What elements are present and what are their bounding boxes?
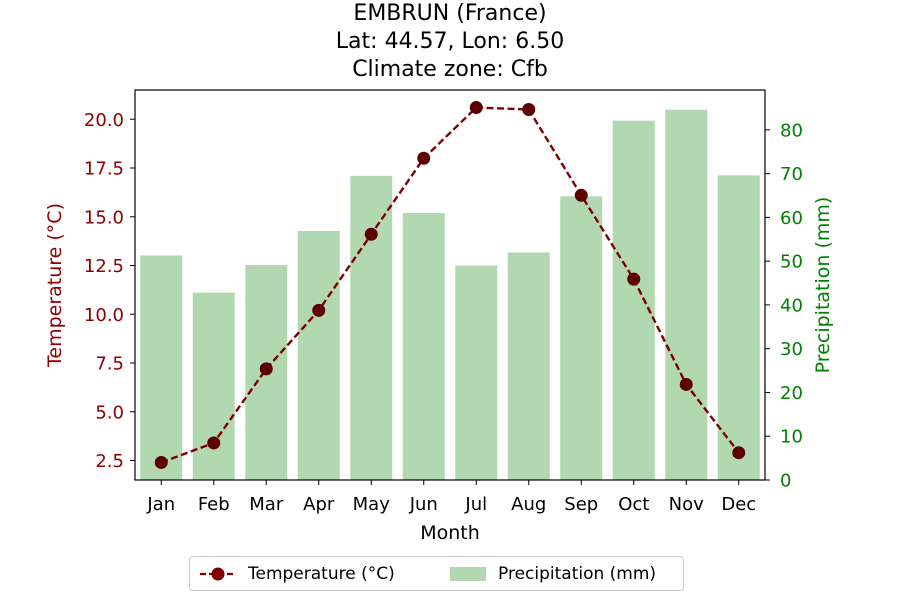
precipitation-bar-nov — [665, 109, 708, 481]
title-line-1: EMBRUN (France) — [353, 1, 547, 26]
x-tick-label-aug: Aug — [511, 494, 546, 515]
right-tick-label: 30 — [780, 339, 803, 360]
x-tick-label-may: May — [353, 494, 391, 515]
left-tick-label: 2.5 — [95, 451, 124, 472]
x-tick-label-sep: Sep — [564, 494, 598, 515]
title-line-2: Lat: 44.57, Lon: 6.50 — [335, 29, 565, 54]
left-tick-label: 12.5 — [84, 256, 124, 277]
x-tick-label-nov: Nov — [669, 494, 704, 515]
right-tick-label: 70 — [780, 164, 803, 185]
right-tick-label: 10 — [780, 427, 803, 448]
x-axis-label: Month — [420, 522, 480, 544]
precipitation-bar-jan — [140, 255, 183, 480]
plot-frame — [134, 89, 766, 481]
left-tick-label: 15.0 — [84, 207, 124, 228]
legend-label-temperature: Temperature (°C) — [248, 563, 395, 584]
precipitation-bar-may — [350, 175, 393, 480]
legend: Temperature (°C) Precipitation (mm) — [189, 556, 684, 591]
x-tick-label-apr: Apr — [303, 494, 335, 515]
left-axis-label: Temperature (°C) — [44, 203, 66, 368]
precipitation-bar-oct — [612, 120, 655, 480]
right-tick-label: 0 — [780, 471, 791, 492]
left-tick-label: 20.0 — [84, 110, 124, 131]
left-tick-label: 17.5 — [84, 159, 124, 180]
precipitation-bars — [140, 109, 760, 481]
x-tick-label-feb: Feb — [198, 494, 230, 515]
precipitation-bar-sep — [560, 196, 603, 480]
precipitation-bar-jul — [455, 265, 498, 480]
temperature-point-sep — [574, 188, 588, 202]
precipitation-bar-dec — [717, 175, 760, 481]
right-tick-label: 80 — [780, 120, 803, 141]
temperature-point-aug — [522, 103, 536, 116]
temperature-point-may — [364, 227, 378, 241]
precipitation-bar-apr — [297, 230, 340, 480]
chart-title: EMBRUN (France) Lat: 44.57, Lon: 6.50 Cl… — [0, 0, 900, 84]
legend-label-precipitation: Precipitation (mm) — [498, 563, 657, 584]
temperature-point-apr — [312, 303, 326, 317]
temperature-series-line — [160, 106, 740, 464]
precipitation-bar-swatch-icon — [450, 567, 486, 581]
x-tick-label-jul: Jul — [464, 494, 487, 515]
right-tick-label: 60 — [780, 208, 803, 229]
precipitation-bar-aug — [507, 252, 550, 480]
legend-item-temperature: Temperature (°C) — [198, 557, 395, 590]
x-tick-label-dec: Dec — [721, 494, 756, 515]
right-tick-label: 20 — [780, 383, 803, 404]
temperature-point-nov — [679, 377, 693, 391]
right-axis-label: Precipitation (mm) — [812, 197, 834, 374]
left-tick-label: 5.0 — [95, 402, 124, 423]
legend-item-precipitation: Precipitation (mm) — [448, 557, 656, 590]
right-tick-label: 50 — [780, 252, 803, 273]
right-axis-ticks: 0 10 20 30 40 50 60 70 80 — [765, 120, 803, 492]
left-axis-ticks: 2.5 5.0 7.5 10.0 12.5 15.0 17.5 20.0 — [84, 110, 135, 472]
left-tick-label: 10.0 — [84, 305, 124, 326]
x-tick-label-jan: Jan — [146, 494, 175, 515]
temperature-point-dec — [732, 446, 746, 460]
title-line-3: Climate zone: Cfb — [352, 57, 548, 82]
precipitation-bar-jun — [402, 212, 445, 480]
right-tick-label: 40 — [780, 295, 803, 316]
temperature-point-jan — [154, 455, 168, 469]
temperature-point-jun — [417, 151, 431, 165]
temperature-point-feb — [207, 436, 221, 450]
temperature-line-marker-icon — [200, 567, 236, 581]
x-tick-label-oct: Oct — [618, 494, 649, 515]
x-tick-label-jun: Jun — [409, 494, 438, 515]
left-tick-label: 7.5 — [95, 354, 124, 375]
x-axis-ticks: Jan Feb Mar Apr May Jun Jul Aug Sep Oct Nov Dec — [146, 480, 756, 515]
temperature-point-mar — [259, 362, 273, 376]
temperature-point-jul — [469, 101, 483, 115]
x-tick-label-mar: Mar — [249, 494, 284, 515]
precipitation-bar-feb — [192, 292, 235, 480]
temperature-line — [154, 101, 746, 469]
temperature-point-oct — [627, 272, 641, 286]
